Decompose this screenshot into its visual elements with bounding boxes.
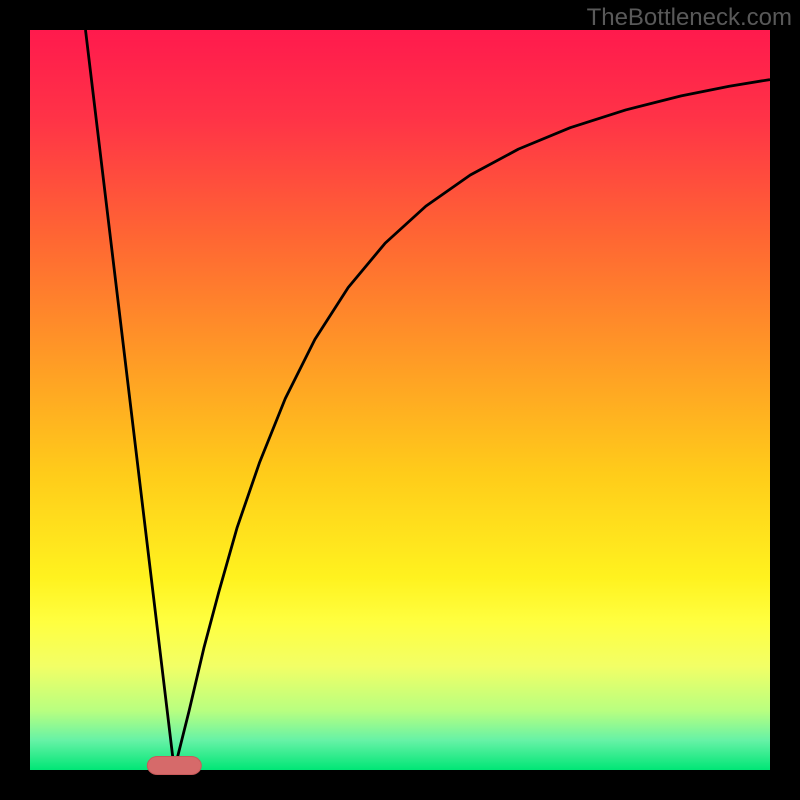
optimal-point-marker bbox=[147, 757, 201, 775]
watermark-text: TheBottleneck.com bbox=[587, 4, 792, 32]
bottleneck-chart-svg bbox=[0, 0, 800, 800]
chart-root: TheBottleneck.com bbox=[0, 0, 800, 800]
chart-gradient-background bbox=[30, 30, 770, 770]
